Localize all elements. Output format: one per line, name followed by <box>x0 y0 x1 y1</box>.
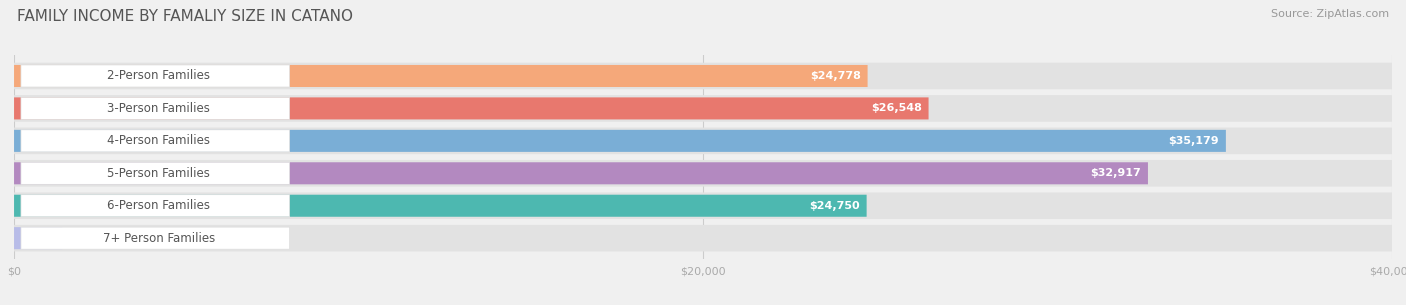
FancyBboxPatch shape <box>14 95 1392 122</box>
FancyBboxPatch shape <box>14 127 1392 154</box>
FancyBboxPatch shape <box>21 130 290 152</box>
FancyBboxPatch shape <box>14 195 866 217</box>
FancyBboxPatch shape <box>14 97 928 120</box>
FancyBboxPatch shape <box>14 130 1226 152</box>
Text: 4-Person Families: 4-Person Families <box>107 135 211 147</box>
Text: $26,548: $26,548 <box>870 103 922 113</box>
Text: $32,917: $32,917 <box>1090 168 1142 178</box>
FancyBboxPatch shape <box>14 65 868 87</box>
Text: 5-Person Families: 5-Person Families <box>107 167 209 180</box>
FancyBboxPatch shape <box>14 192 1392 219</box>
FancyBboxPatch shape <box>14 162 1147 184</box>
Text: $35,179: $35,179 <box>1168 136 1219 146</box>
Text: 6-Person Families: 6-Person Families <box>107 199 211 212</box>
FancyBboxPatch shape <box>21 97 290 120</box>
FancyBboxPatch shape <box>14 63 1392 89</box>
Text: $0: $0 <box>76 233 91 243</box>
FancyBboxPatch shape <box>14 227 62 249</box>
FancyBboxPatch shape <box>21 195 290 217</box>
FancyBboxPatch shape <box>14 225 1392 251</box>
Text: Source: ZipAtlas.com: Source: ZipAtlas.com <box>1271 9 1389 19</box>
Text: 7+ Person Families: 7+ Person Families <box>103 232 215 245</box>
FancyBboxPatch shape <box>21 227 290 249</box>
Text: $24,778: $24,778 <box>810 71 860 81</box>
FancyBboxPatch shape <box>21 65 290 87</box>
FancyBboxPatch shape <box>14 160 1392 187</box>
Text: $24,750: $24,750 <box>808 201 859 211</box>
Text: 3-Person Families: 3-Person Families <box>107 102 209 115</box>
FancyBboxPatch shape <box>21 162 290 184</box>
Text: 2-Person Families: 2-Person Families <box>107 70 211 82</box>
Text: FAMILY INCOME BY FAMALIY SIZE IN CATANO: FAMILY INCOME BY FAMALIY SIZE IN CATANO <box>17 9 353 24</box>
